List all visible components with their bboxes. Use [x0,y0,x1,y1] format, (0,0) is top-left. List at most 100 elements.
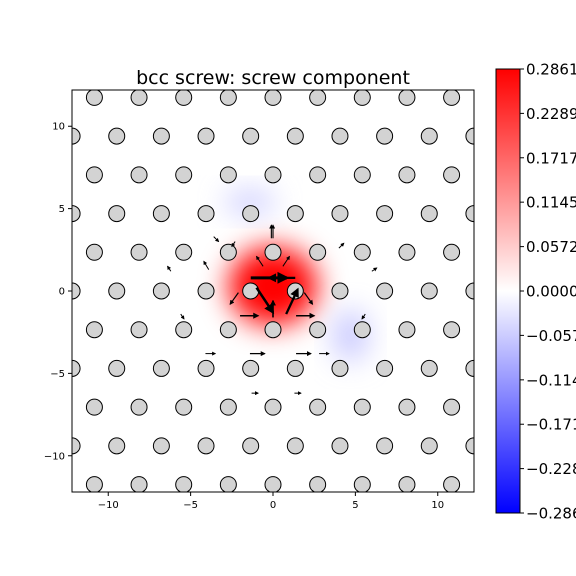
atom [85,243,103,261]
atom [175,166,193,184]
atom [353,90,371,106]
atom [264,398,282,416]
atom [309,476,327,492]
atom [242,437,260,455]
displacement-arrow [338,242,345,249]
atom [443,321,461,339]
atom [331,127,349,145]
colorbar-tick-label: −0.1145 [526,371,576,389]
atom [130,321,148,339]
atom [286,359,304,377]
atom [242,205,260,223]
atom [331,205,349,223]
displacement-arrow [203,260,210,270]
atom [309,398,327,416]
atom [353,476,371,492]
x-axis: −10 −5 0 5 10 [98,492,444,511]
atom [130,166,148,184]
atom [219,321,237,339]
atom [264,321,282,339]
atom [331,359,349,377]
atom [398,321,416,339]
atom [130,398,148,416]
displacement-arrow [180,313,185,320]
y-tick-label: −10 [44,451,65,462]
atom [420,127,438,145]
atom [219,90,237,106]
atom [175,90,193,106]
atom [443,398,461,416]
atom [197,359,215,377]
colorbar-tick-label: 0.2289 [526,105,576,123]
atom [108,127,126,145]
atom [376,437,394,455]
atom [331,282,349,300]
colorbar-tick-label: −0.2289 [526,460,576,478]
colorbar-tick-label: 0.0572 [526,238,576,256]
atom [85,166,103,184]
atom [443,90,461,106]
displacement-arrow [213,236,220,243]
atom [264,243,282,261]
atom [85,90,103,106]
atom [376,359,394,377]
atom [309,243,327,261]
colorbar-ticks: 0.2861 0.2289 0.1717 0.1145 0.0572 0.0000 −0.0… [520,61,576,523]
displacement-arrow [303,292,314,305]
atom [152,437,170,455]
atom [353,398,371,416]
atom [197,127,215,145]
atom [398,166,416,184]
atom [108,205,126,223]
atom [175,243,193,261]
atom [175,321,193,339]
displacement-arrow [285,287,299,315]
colorbar-tick-label: 0.1717 [526,149,576,167]
atom [219,243,237,261]
atom [420,437,438,455]
atom [398,398,416,416]
atom [398,90,416,106]
colorbar-gradient [495,68,521,514]
chart-title: bcc screw: screw component [136,67,410,89]
arrow-layer [167,224,378,396]
atom [376,205,394,223]
atom [353,321,371,339]
atom [175,398,193,416]
y-tick-label: −5 [50,369,65,380]
field-blob [223,188,277,216]
atom [309,166,327,184]
y-tick-label: 0 [59,287,65,298]
y-tick-label: 5 [59,204,65,215]
atom [130,243,148,261]
atom [376,127,394,145]
atom [130,476,148,492]
atom [130,90,148,106]
atom [264,90,282,106]
atom [331,437,349,455]
atom [197,282,215,300]
atom [219,166,237,184]
atom [420,359,438,377]
x-tick-label: 0 [270,500,276,511]
y-axis: −10 −5 0 5 10 [44,122,72,462]
atom [264,166,282,184]
displacement-arrow [231,241,236,248]
plot-area: −10 −5 0 5 10 −10 −5 0 5 10 [44,89,475,511]
atom [197,437,215,455]
displacement-arrow [167,265,172,272]
atom [398,243,416,261]
atom [309,90,327,106]
atom [286,437,304,455]
y-tick-label: 10 [52,122,65,133]
atom [242,127,260,145]
atom [443,243,461,261]
atom [353,243,371,261]
x-tick-label: −5 [183,500,198,511]
field-blob [228,246,318,326]
atom [152,282,170,300]
atom [353,166,371,184]
atom [219,398,237,416]
displacement-arrow [255,287,275,315]
